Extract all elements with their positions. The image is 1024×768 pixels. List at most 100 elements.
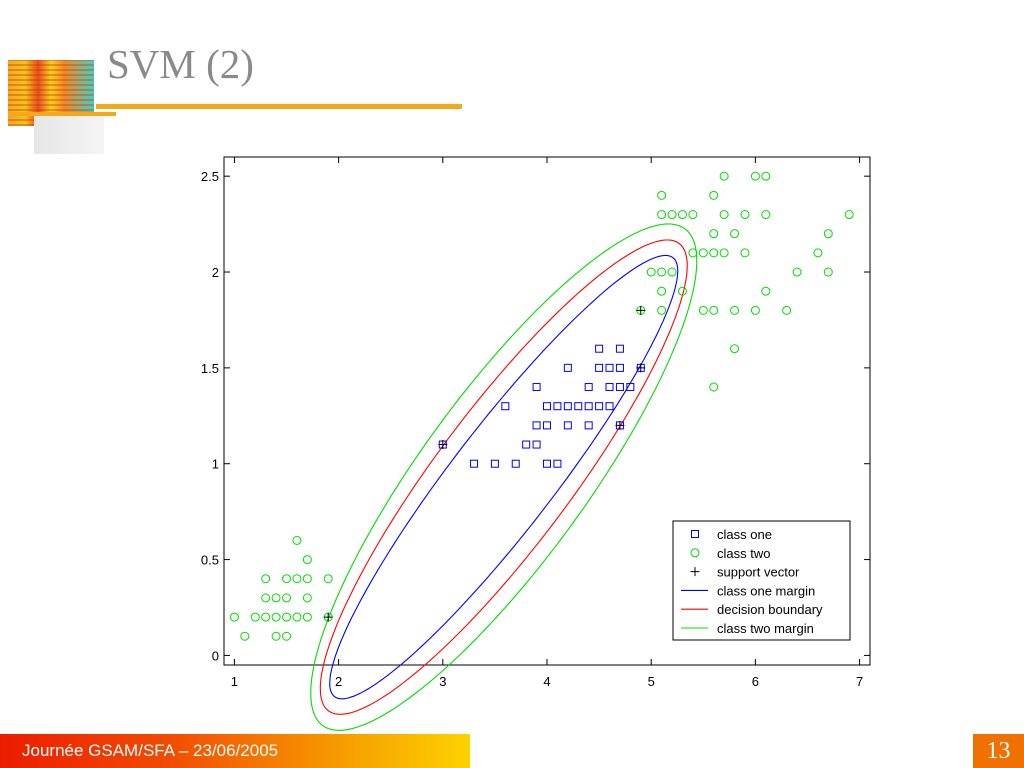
class-one-point <box>543 459 551 468</box>
class-two-point <box>302 612 312 622</box>
class-two-point <box>240 631 250 641</box>
title-underline-short <box>8 112 116 116</box>
legend-label: class two <box>717 546 770 561</box>
legend-label: class one margin <box>717 583 815 598</box>
class-two-point <box>261 612 271 622</box>
class-two-point <box>730 229 740 239</box>
class-one-point <box>595 344 604 353</box>
class-one-point <box>615 383 624 392</box>
class-one-point <box>532 421 541 430</box>
legend-label: decision boundary <box>717 602 823 617</box>
class-one-point <box>553 402 562 411</box>
logo-shadow <box>34 112 104 154</box>
class-two-point <box>750 171 760 181</box>
legend-label: class one <box>717 527 772 542</box>
class-one-point <box>595 363 604 372</box>
class-one-point <box>563 363 572 372</box>
x-tick-label: 5 <box>648 674 655 689</box>
x-tick-label: 3 <box>439 674 446 689</box>
class-two-point <box>698 248 708 258</box>
y-tick-label: 2 <box>212 265 219 280</box>
class-two-point <box>261 574 271 584</box>
class-one-point <box>501 402 510 411</box>
class-two-point <box>677 210 687 220</box>
class-one-point <box>584 421 593 430</box>
class-two-point <box>688 248 698 258</box>
class-one-point <box>584 383 593 392</box>
class-two-point <box>719 171 729 181</box>
support-vector-point <box>636 305 646 315</box>
slide-title: SVM (2) <box>107 41 254 87</box>
class-two-point <box>250 612 260 622</box>
class-one-point <box>605 383 614 392</box>
class-one-point <box>563 421 572 430</box>
y-tick-label: 1.5 <box>201 361 219 376</box>
class-one-point <box>605 363 614 372</box>
class-two-point <box>271 631 281 641</box>
class-two-point <box>271 593 281 603</box>
class-two-point <box>282 593 292 603</box>
class-one-point <box>626 383 635 392</box>
class-two-point <box>761 171 771 181</box>
class-two-point <box>657 190 667 200</box>
footer-text: Journée GSAM/SFA – 23/06/2005 <box>22 741 279 760</box>
class-two-point <box>709 305 719 315</box>
class-one-point <box>595 402 604 411</box>
legend-marker <box>691 530 699 538</box>
class-two-point <box>823 267 833 277</box>
class-two-point <box>709 382 719 392</box>
y-tick-label: 0 <box>212 648 219 663</box>
class-one-point <box>470 459 479 468</box>
support-vector-point <box>636 363 646 373</box>
x-tick-label: 6 <box>752 674 759 689</box>
title-underline <box>96 104 462 109</box>
class-two-point <box>709 229 719 239</box>
support-vector-point <box>615 420 625 430</box>
class-two-point <box>792 267 802 277</box>
class-two-point <box>657 267 667 277</box>
class-two-point <box>657 210 667 220</box>
class-two-point <box>677 286 687 296</box>
class-one-point <box>553 459 562 468</box>
class-two-point <box>719 210 729 220</box>
x-tick-label: 2 <box>335 674 342 689</box>
class-two-margin-curve <box>310 223 698 731</box>
class-one-point <box>574 402 583 411</box>
class-two-point <box>709 248 719 258</box>
class-one-point <box>543 402 551 411</box>
class-one-margin-curve <box>329 254 679 700</box>
class-two-point <box>261 593 271 603</box>
class-one-point <box>522 440 531 449</box>
class-two-point <box>844 210 854 220</box>
class-one-point <box>532 440 541 449</box>
footer-bar <box>0 734 470 768</box>
page-number: 13 <box>986 738 1011 764</box>
class-one-point <box>584 402 593 411</box>
class-two-point <box>750 305 760 315</box>
x-tick-label: 4 <box>543 674 550 689</box>
class-two-point <box>813 248 823 258</box>
legend-marker <box>690 548 700 558</box>
class-two-point <box>667 267 677 277</box>
class-one-point <box>615 363 624 372</box>
class-two-point <box>292 612 302 622</box>
class-one-point <box>563 402 572 411</box>
class-one-point <box>511 459 520 468</box>
class-two-point <box>292 574 302 584</box>
x-tick-label: 1 <box>231 674 238 689</box>
class-two-point <box>302 574 312 584</box>
class-two-point <box>698 305 708 315</box>
class-two-point <box>740 248 750 258</box>
class-two-point <box>730 305 740 315</box>
class-two-point <box>657 305 667 315</box>
class-two-point <box>271 612 281 622</box>
support-vector-point <box>438 440 448 450</box>
class-two-point <box>740 210 750 220</box>
legend-marker <box>690 567 700 577</box>
class-two-point <box>823 229 833 239</box>
class-two-point <box>323 574 333 584</box>
class-two-point <box>688 210 698 220</box>
legend-label: support vector <box>717 565 800 580</box>
support-vector-point <box>323 612 333 622</box>
